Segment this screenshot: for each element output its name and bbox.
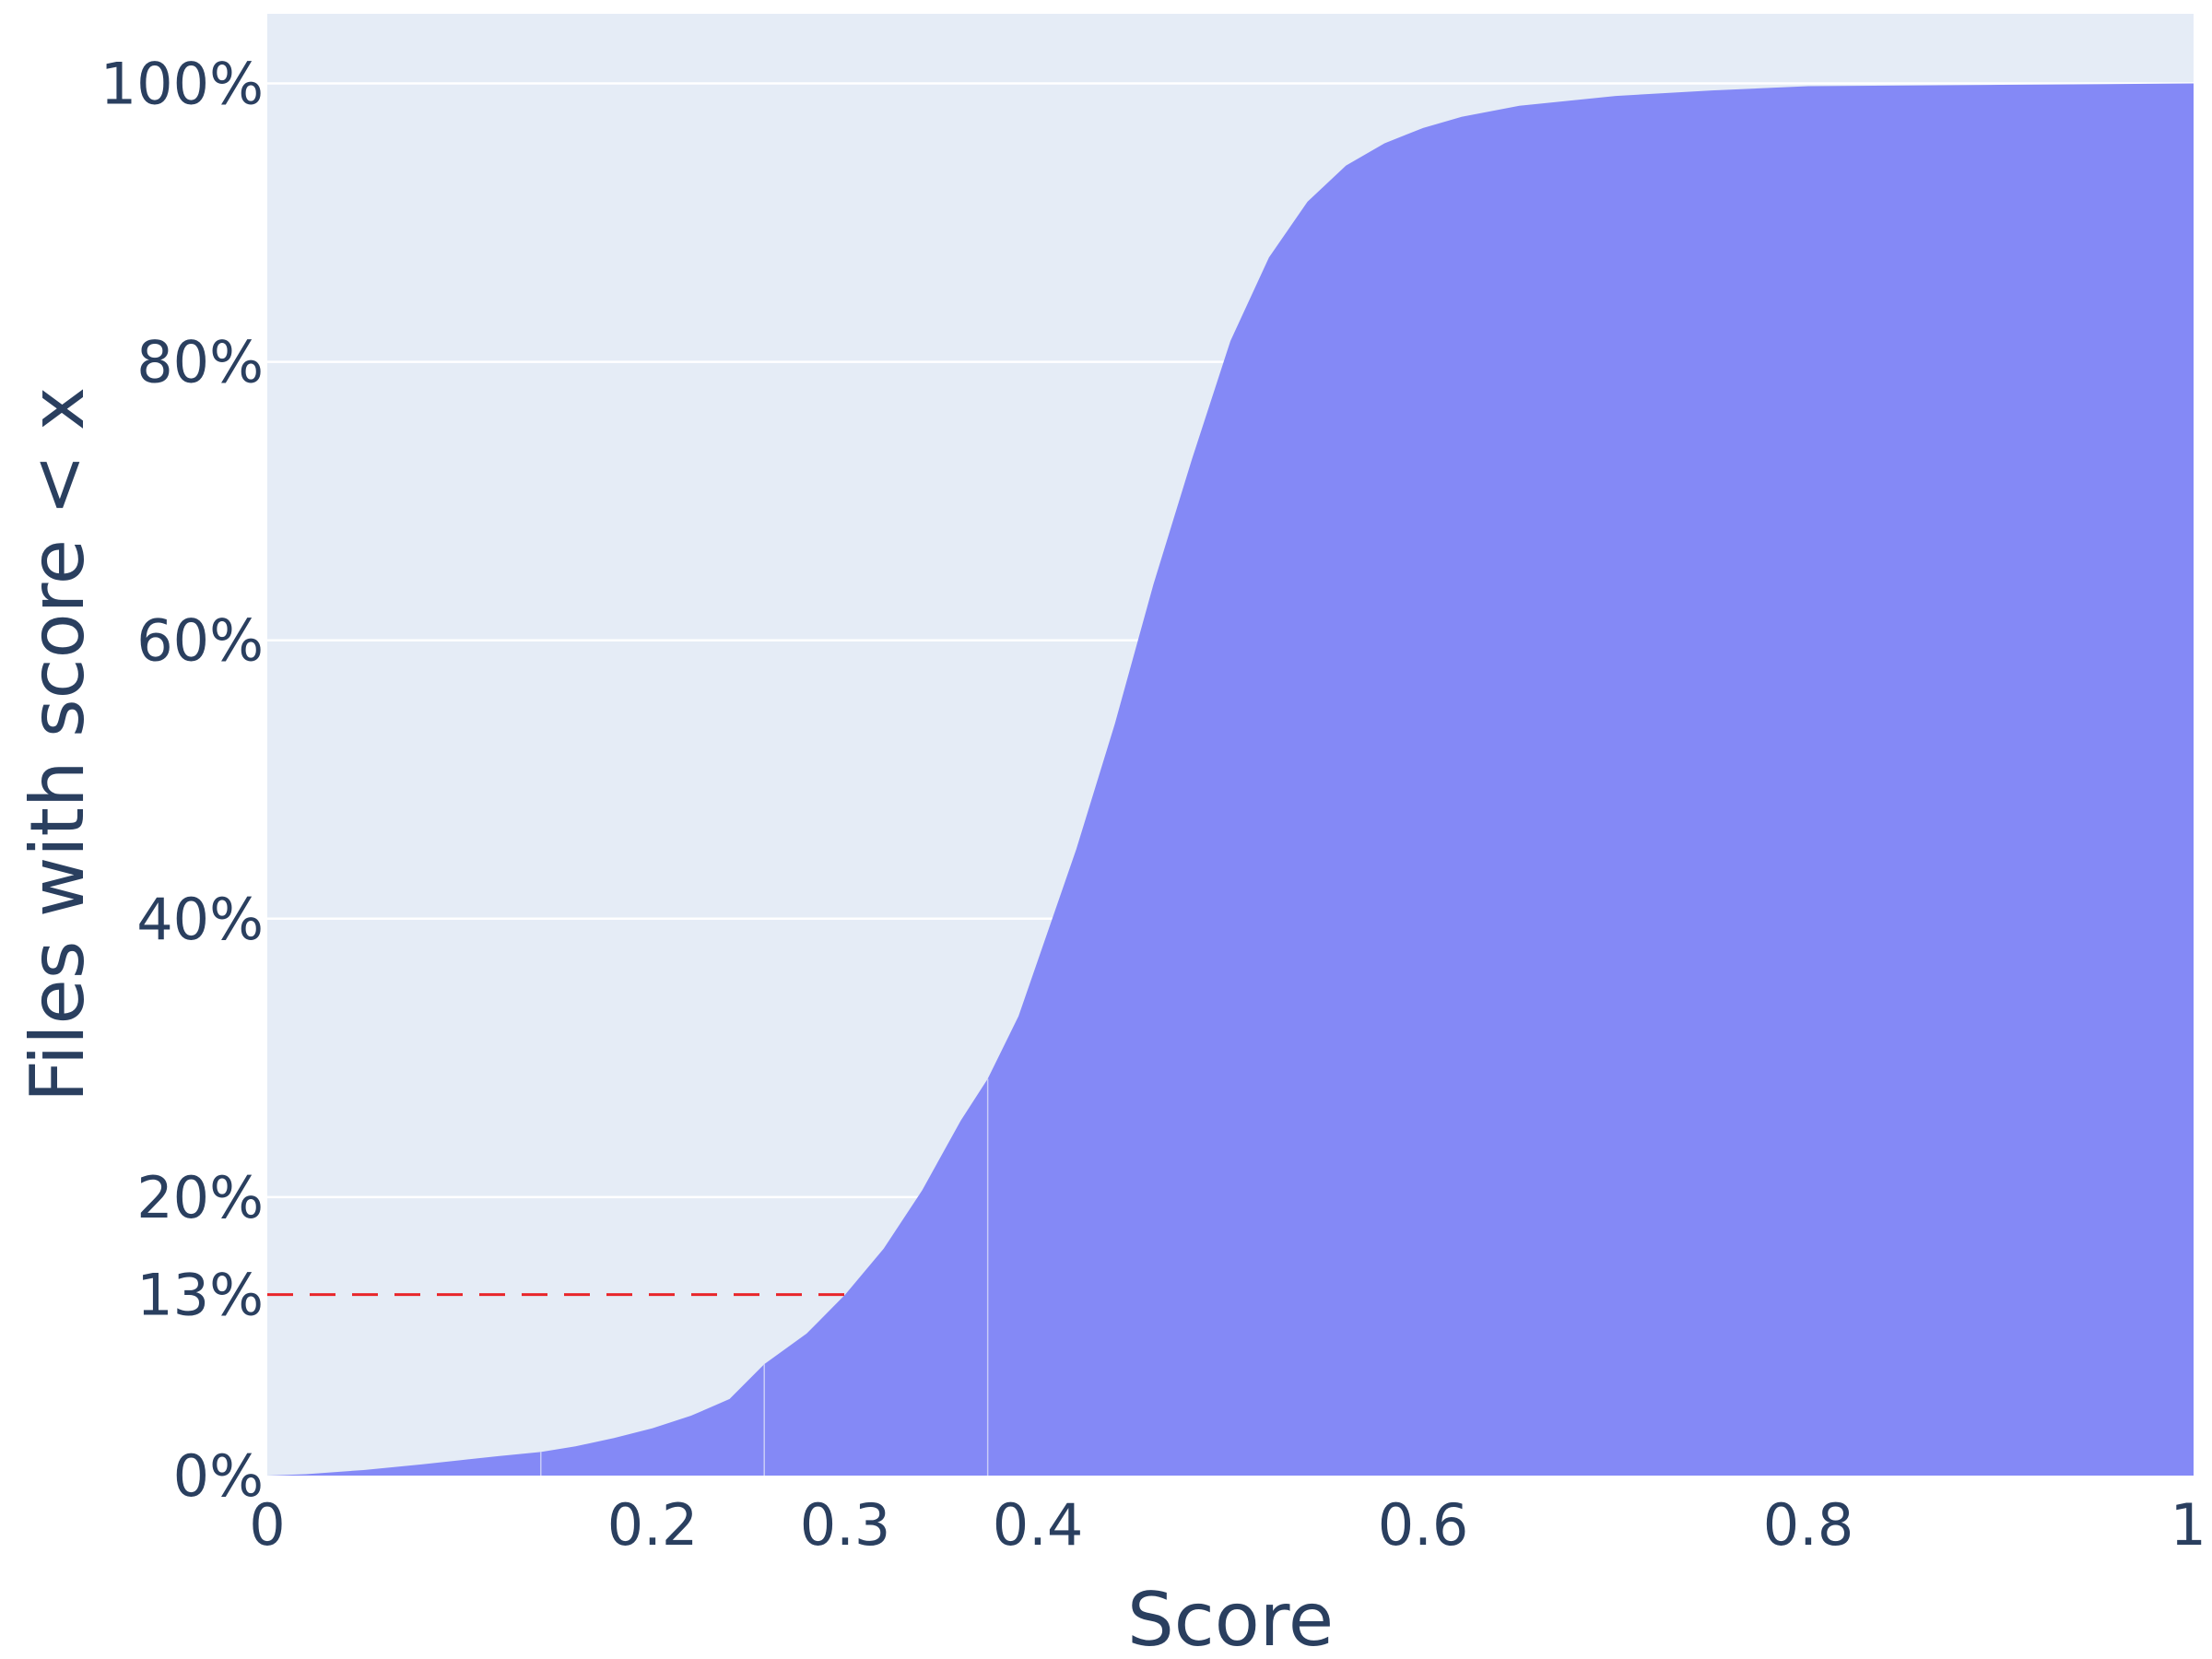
x-axis-title: Score — [1127, 1577, 1334, 1659]
y-tick-label: 0% — [173, 1442, 264, 1510]
y-tick-label: 13% — [136, 1262, 264, 1329]
y-tick-label: 100% — [100, 51, 264, 118]
cdf-area-series — [267, 83, 2194, 1477]
y-axis-title: Files with score < x — [15, 387, 100, 1102]
x-tick-label: 1 — [2171, 1491, 2206, 1559]
y-tick-label: 20% — [136, 1164, 264, 1231]
x-tick-label: 0 — [249, 1491, 285, 1559]
y-tick-label: 40% — [136, 886, 264, 953]
x-tick-label: 0.4 — [993, 1491, 1084, 1559]
y-tick-label: 60% — [136, 607, 264, 675]
y-axis-ticks: 0% 13% 20% 40% 60% 80% 100% — [100, 51, 264, 1510]
x-tick-label: 0.8 — [1763, 1491, 1854, 1559]
x-axis-ticks: 0 0.2 0.3 0.4 0.6 0.8 1 — [249, 1491, 2206, 1559]
x-tick-label: 0.3 — [800, 1491, 891, 1559]
x-tick-label: 0.2 — [607, 1491, 699, 1559]
y-tick-label: 80% — [136, 329, 264, 396]
vertical-markers — [540, 1078, 989, 1476]
cdf-area — [267, 83, 2194, 1477]
x-tick-label: 0.6 — [1378, 1491, 1469, 1559]
